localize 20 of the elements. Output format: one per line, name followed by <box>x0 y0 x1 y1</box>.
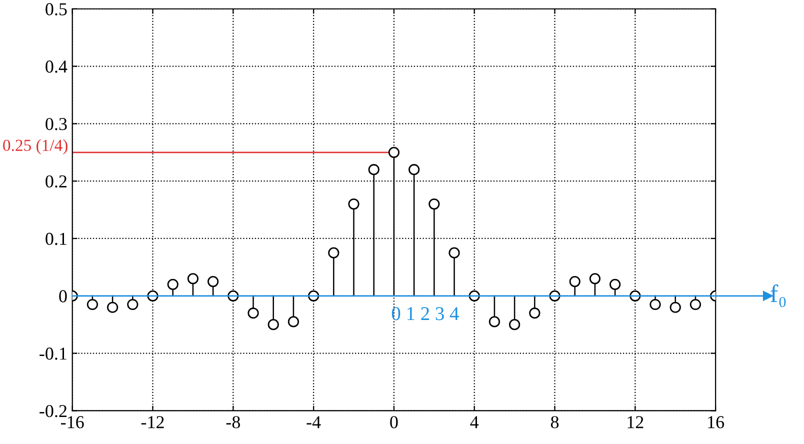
y-tick-label: 0.1 <box>46 232 66 246</box>
y-tick-label: 0.5 <box>46 3 67 16</box>
x-tick-label: 16 <box>708 416 724 428</box>
x-tick-label: 4 <box>470 416 479 428</box>
x-tick-label: -4 <box>306 416 321 428</box>
y-tick-label: 0.2 <box>46 175 67 188</box>
x-tick-label: -12 <box>141 416 164 428</box>
x-tick-label: -8 <box>226 416 240 428</box>
ref-line-label: f₀ <box>770 284 786 308</box>
ref-line-label: 0.25 (1/4) <box>3 139 68 154</box>
x-tick-label: 0 <box>390 416 398 428</box>
y-tick-label: 0.4 <box>46 60 68 73</box>
x-tick-label: 8 <box>550 416 559 428</box>
y-tick-label: -0.2 <box>40 404 67 418</box>
y-tick-label: 0 <box>59 290 67 302</box>
annotation: 0 1 2 3 4 <box>392 307 459 320</box>
y-tick-label: -0.1 <box>40 348 66 360</box>
y-tick-label: 0.3 <box>46 118 67 130</box>
x-tick-label: 12 <box>628 416 644 428</box>
x-tick-label: -16 <box>61 416 84 428</box>
